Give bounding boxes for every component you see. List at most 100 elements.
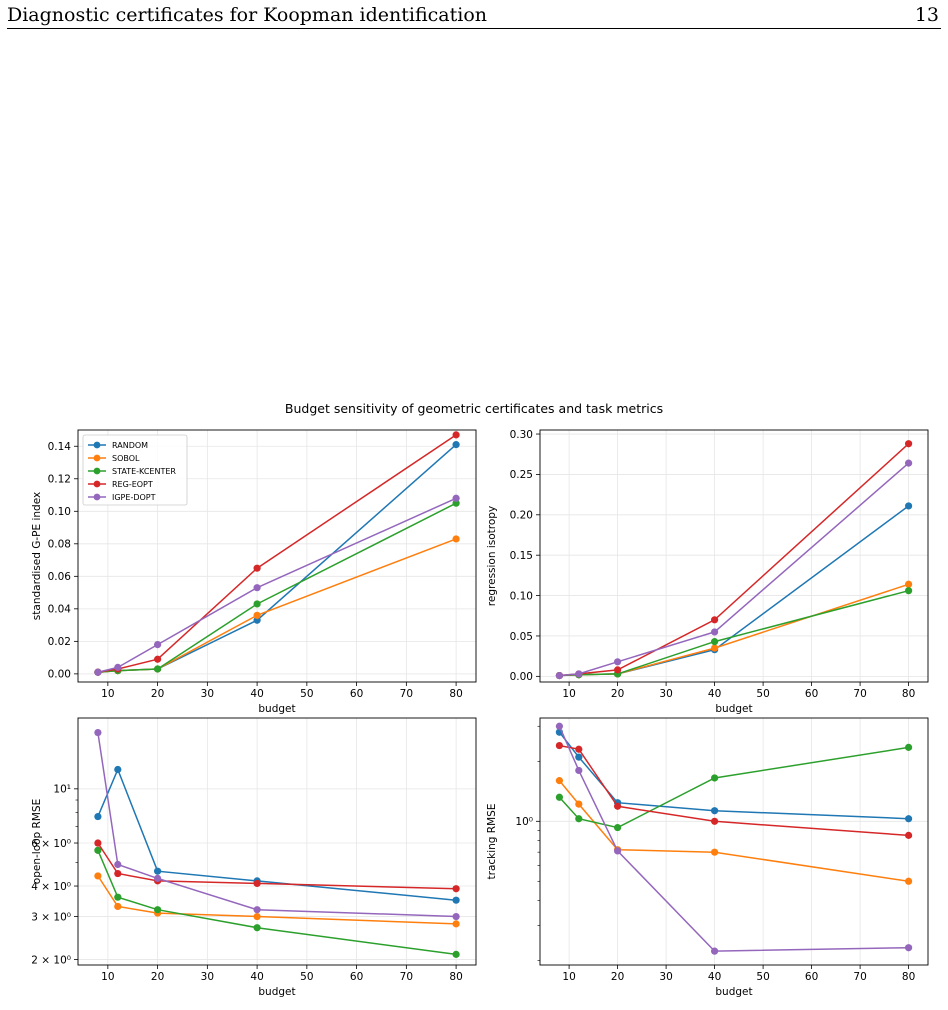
chart-3-series-reg-eopt — [94, 839, 460, 893]
chart-3-line-igpe-dopt — [97, 732, 457, 918]
chart-2-point-igpe-dopt — [614, 658, 622, 666]
chart-3-point-reg-eopt — [94, 839, 102, 847]
chart-2-x-axis-label: budget — [715, 703, 752, 715]
chart-1-x-axis-label: budget — [258, 703, 295, 715]
chart-1-legend-swatch-marker — [93, 441, 101, 449]
chart-2-x-tick-label: 30 — [659, 688, 672, 700]
chart-2-axes-frame — [539, 429, 929, 683]
chart-1-y-tick-label: 0.02 — [48, 636, 71, 648]
chart-4-series-reg-eopt — [555, 741, 913, 839]
chart-3-point-reg-eopt — [253, 879, 261, 888]
chart-4-line-reg-eopt — [559, 744, 909, 837]
chart-3-x-tick-label: 80 — [449, 971, 462, 983]
chart-2-point-sobol — [905, 580, 913, 588]
figure-suptitle: Budget sensitivity of geometric certific… — [285, 401, 663, 416]
chart-1-x-tick-label: 40 — [250, 688, 263, 700]
chart-2-y-tick-label: 0.05 — [510, 631, 533, 643]
chart-2-point-igpe-dopt — [711, 628, 719, 636]
chart-3-y-tick-label: 10¹ — [53, 784, 71, 796]
chart-4-y-axis-label: tracking RMSE — [486, 804, 498, 880]
chart-2-line-reg-eopt — [559, 443, 910, 677]
chart-2-y-tick-label: 0.10 — [510, 590, 533, 602]
chart-2-point-sobol — [711, 644, 719, 652]
chart-2-x-tick-label: 10 — [562, 688, 575, 700]
chart-2-point-igpe-dopt — [555, 671, 564, 680]
chart-3-point-sobol — [253, 912, 261, 921]
chart-3-y-tick-label: 4 × 10⁰ — [31, 881, 71, 893]
chart-4-point-reg-eopt — [575, 745, 583, 753]
chart-1-x-tick-label: 70 — [400, 688, 413, 700]
chart-1-y-tick-label: 0.12 — [48, 474, 71, 486]
chart-1-line-sobol — [97, 538, 457, 673]
chart-4-x-tick-label: 60 — [805, 971, 818, 983]
chart-3-point-sobol — [114, 902, 122, 911]
chart-3-point-sobol — [94, 872, 102, 880]
chart-3-point-random — [154, 867, 162, 875]
chart-2-x-tick-label: 80 — [902, 688, 915, 700]
chart-4-point-sobol — [555, 777, 564, 785]
chart-4-point-igpe-dopt — [711, 947, 719, 955]
chart-3-point-random — [94, 812, 102, 821]
chart-4-x-axis-label: budget — [715, 986, 752, 998]
chart-2-line-state-kcenter — [559, 589, 909, 677]
chart-2-line-random — [559, 505, 910, 677]
chart-2-x-tick-label: 50 — [756, 688, 769, 700]
chart-4-x-tick-label: 70 — [853, 971, 866, 983]
chart-2-x-tick-label: 20 — [611, 688, 624, 700]
chart-1-point-random — [452, 441, 460, 449]
chart-1-x-tick-label: 50 — [300, 688, 313, 700]
chart-4-point-random — [575, 753, 583, 761]
chart-2-y-tick-label: 0.20 — [510, 510, 533, 522]
chart-4-point-igpe-dopt — [614, 847, 622, 855]
chart-2-series-random — [555, 502, 913, 680]
chart-2-point-state-kcenter — [711, 638, 719, 646]
chart-4-point-sobol — [905, 877, 913, 885]
chart-4-point-state-kcenter — [575, 815, 583, 823]
chart-4-line-state-kcenter — [558, 746, 909, 829]
chart-1-legend-swatch-marker — [93, 480, 101, 488]
chart-2-point-reg-eopt — [711, 616, 719, 624]
chart-1-line-state-kcenter — [97, 502, 457, 673]
chart-4-point-state-kcenter — [905, 743, 913, 751]
chart-1-axes-frame — [77, 429, 477, 683]
chart-2-x-tick-label: 60 — [805, 688, 818, 700]
chart-3-x-tick-label: 40 — [250, 971, 263, 983]
chart-2-y-tick-label: 0.00 — [510, 671, 533, 683]
chart-4-line-igpe-dopt — [558, 725, 909, 952]
chart-4-point-state-kcenter — [614, 823, 622, 832]
chart-2-panel: 10 20 30 40 50 60 70 80 0.00 0.05 0.10 0.15 0.20 0.25… — [486, 429, 929, 715]
chart-2-x-tick-label: 70 — [853, 688, 866, 700]
chart-3-series-igpe-dopt — [94, 728, 460, 921]
chart-3-point-state-kcenter — [94, 846, 102, 854]
chart-2-series-igpe-dopt — [555, 459, 913, 680]
chart-2-point-random — [905, 502, 913, 510]
chart-2-y-tick-label: 0.15 — [510, 550, 533, 562]
chart-1-point-state-kcenter — [154, 665, 162, 673]
chart-2-point-reg-eopt — [614, 666, 622, 674]
chart-4-point-igpe-dopt — [905, 944, 913, 952]
chart-4-point-state-kcenter — [711, 774, 719, 782]
chart-4-x-tick-label: 30 — [659, 971, 672, 983]
chart-3-y-tick-label: 2 × 10⁰ — [31, 954, 71, 966]
chart-3-series-sobol — [94, 872, 460, 928]
chart-3-point-reg-eopt — [452, 885, 460, 893]
chart-1-legend: RANDOM SOBOL STATE-KCENTER REG-EOPT IGPE-DOP… — [82, 434, 188, 506]
chart-1-y-tick-label: 0.10 — [48, 506, 71, 518]
chart-3-point-random — [452, 896, 460, 904]
chart-3-point-igpe-dopt — [114, 860, 122, 869]
chart-3-point-random — [114, 765, 122, 774]
chart-4-point-reg-eopt — [555, 741, 564, 750]
chart-1-series-igpe-dopt — [94, 494, 460, 676]
chart-3-line-state-kcenter — [97, 850, 457, 956]
chart-1-point-reg-eopt — [452, 431, 460, 439]
chart-1-legend-swatch-marker — [93, 467, 101, 475]
chart-1-y-tick-label: 0.14 — [48, 441, 72, 453]
chart-3-point-state-kcenter — [253, 924, 261, 932]
chart-1-x-tick-label: 30 — [201, 688, 214, 700]
chart-3-series-random — [94, 765, 460, 904]
chart-1-point-igpe-dopt — [114, 663, 122, 671]
chart-3-line-reg-eopt — [97, 842, 457, 890]
chart-2-series-reg-eopt — [555, 440, 913, 680]
chart-4-x-tick-label: 20 — [611, 971, 624, 983]
chart-3-point-state-kcenter — [114, 893, 122, 901]
